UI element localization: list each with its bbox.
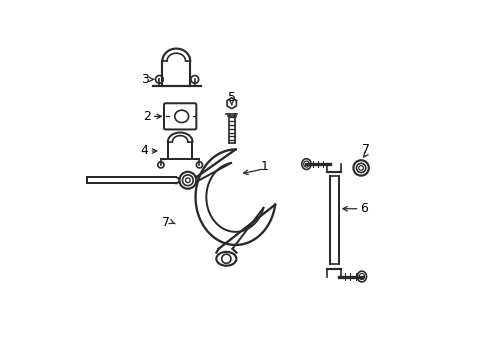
Text: 6: 6 (360, 202, 367, 215)
Text: 5: 5 (227, 91, 235, 104)
Text: 7: 7 (162, 216, 170, 229)
Text: 1: 1 (261, 160, 268, 173)
Text: 4: 4 (141, 144, 148, 157)
Text: 3: 3 (142, 73, 149, 86)
Text: 7: 7 (362, 143, 370, 156)
Text: 2: 2 (143, 110, 151, 123)
